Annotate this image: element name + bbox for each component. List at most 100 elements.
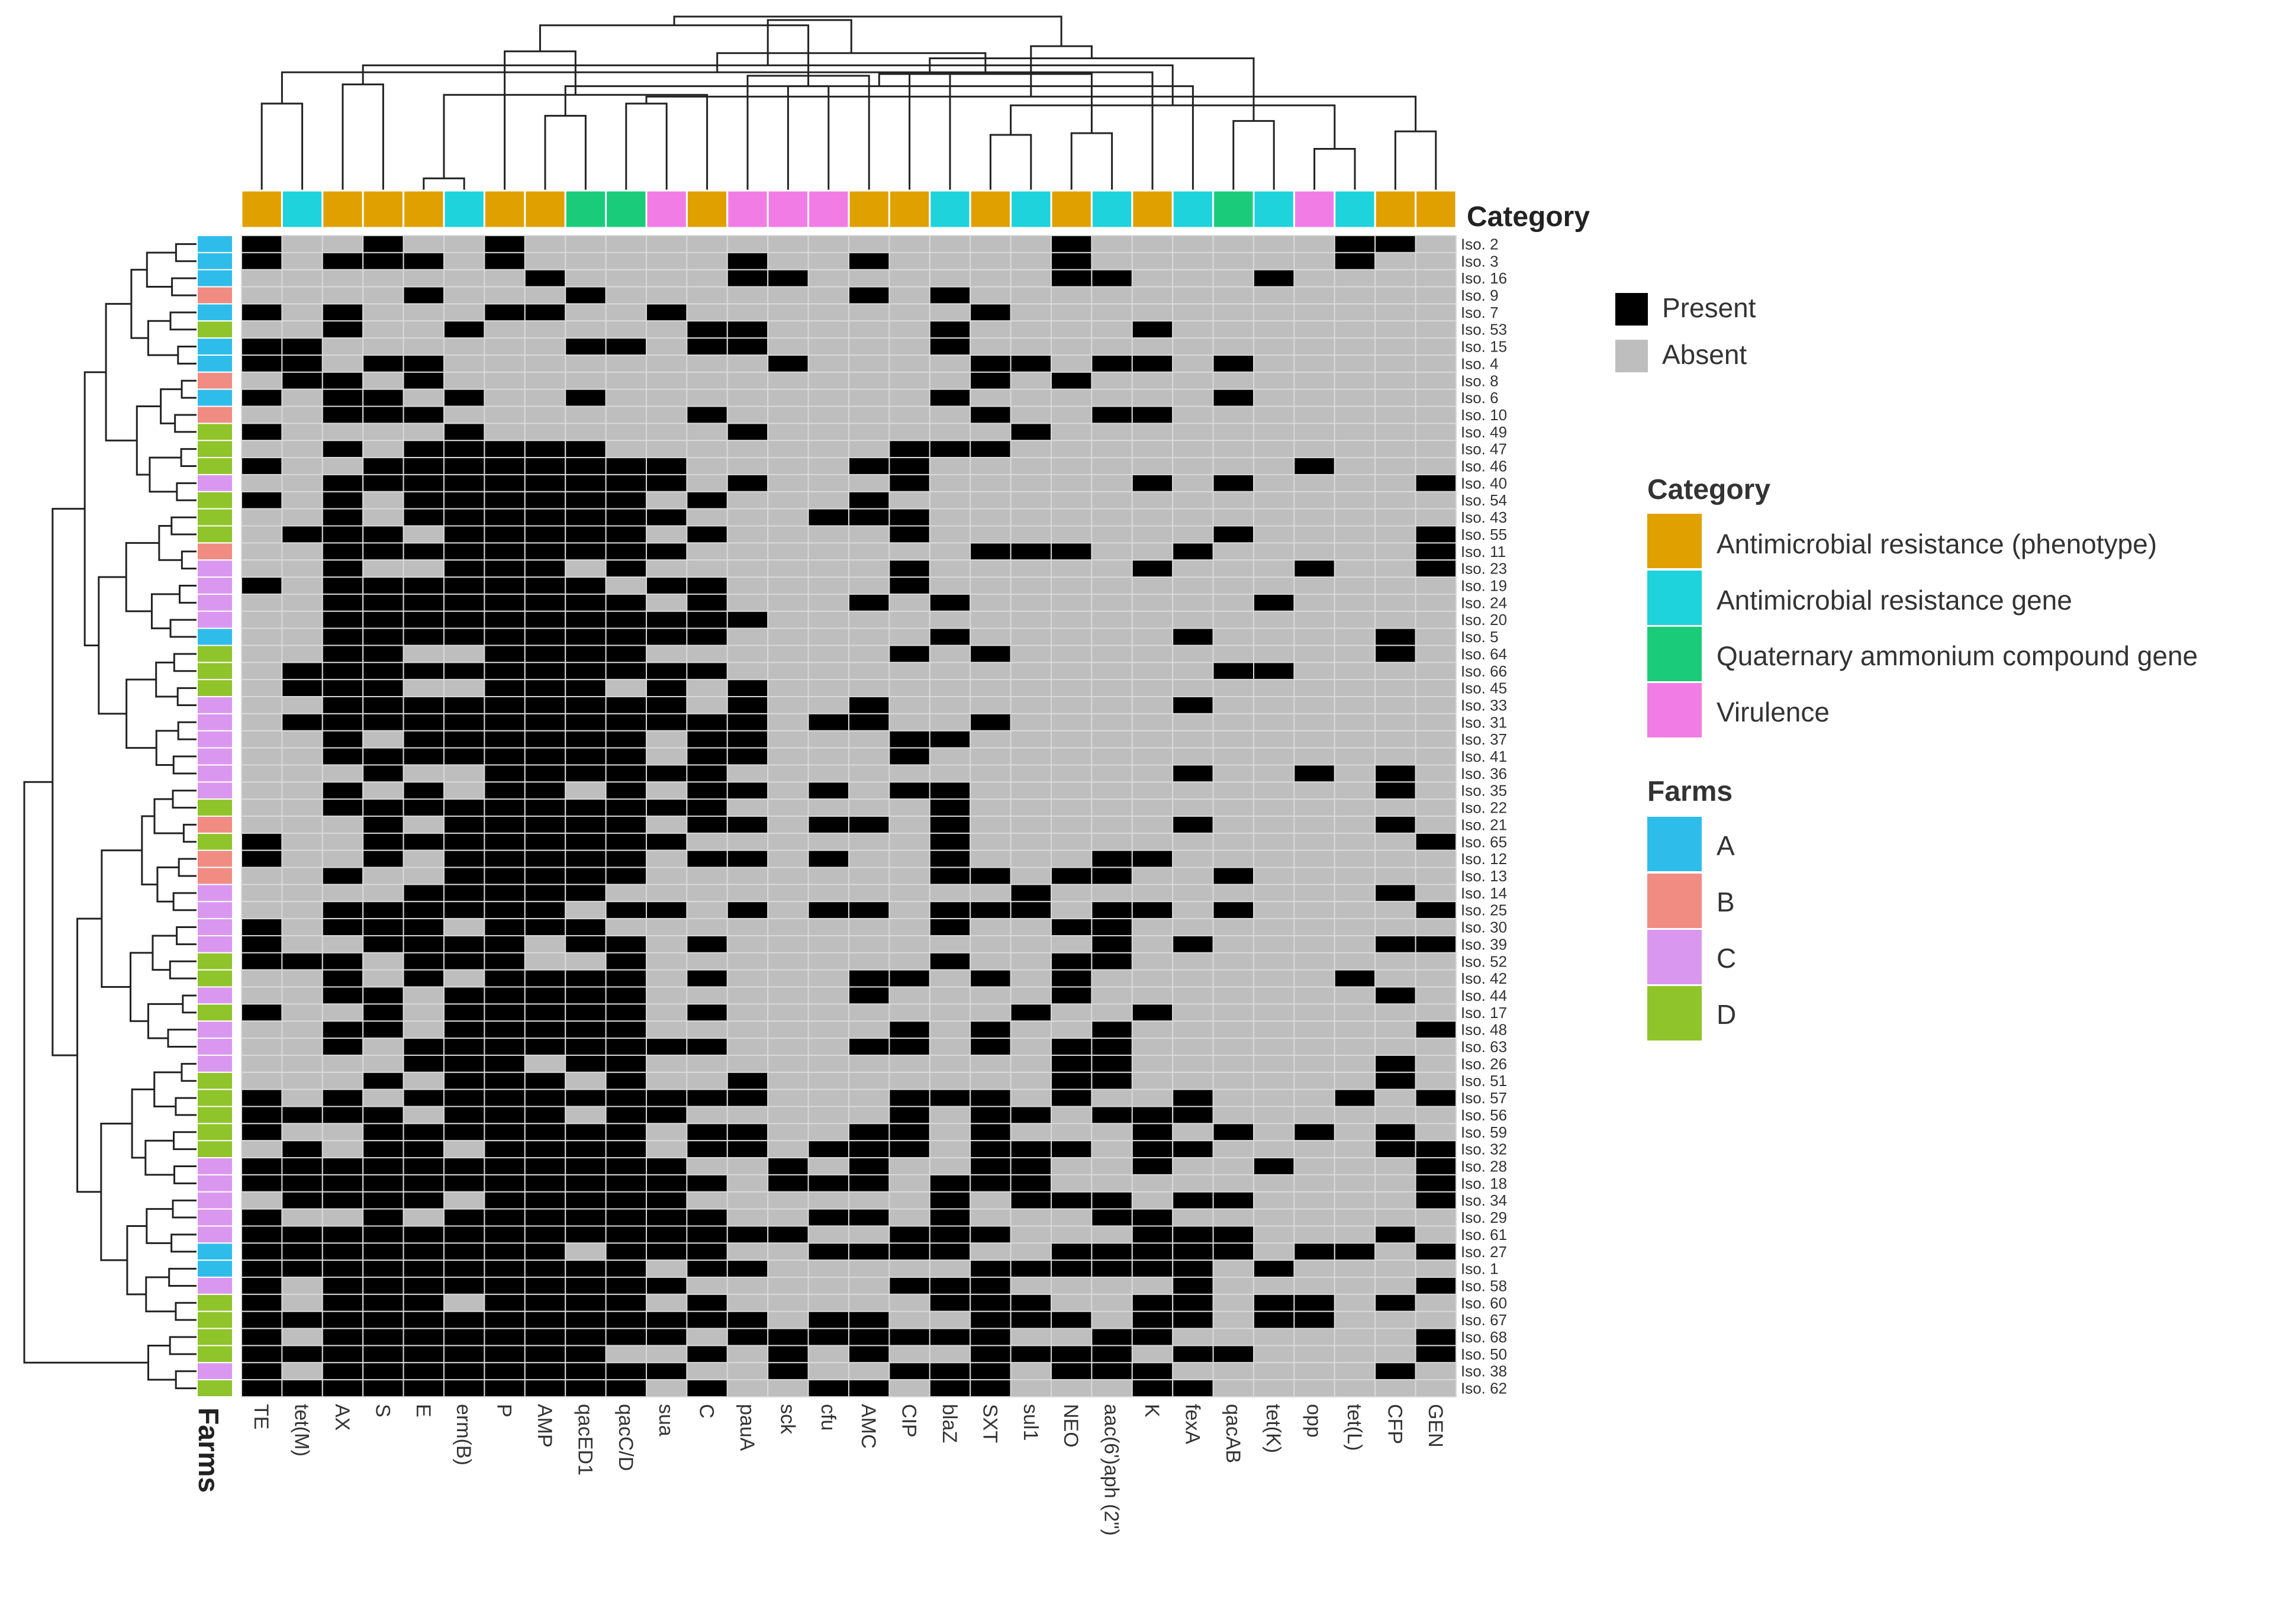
- heatmap-cell: [524, 371, 566, 390]
- heatmap-cell: [281, 1191, 323, 1210]
- heatmap-cell: [970, 1225, 1012, 1244]
- heatmap-cell: [241, 645, 283, 663]
- heatmap-cell: [402, 1174, 445, 1193]
- heatmap-cell: [970, 662, 1012, 681]
- heatmap-cell: [1010, 303, 1052, 322]
- heatmap-cell: [929, 1310, 971, 1329]
- heatmap-cell: [888, 354, 930, 373]
- farm-cell: [197, 679, 233, 698]
- heatmap-cell: [402, 986, 445, 1005]
- heatmap-cell: [524, 866, 566, 885]
- heatmap-cell: [888, 473, 930, 492]
- heatmap-cell: [321, 1106, 364, 1125]
- heatmap-cell: [646, 303, 688, 322]
- heatmap-cell: [686, 1259, 728, 1278]
- heatmap-cell: [1051, 252, 1093, 270]
- heatmap-cell: [1293, 371, 1335, 390]
- heatmap-cell: [1212, 696, 1255, 714]
- heatmap-cell: [1091, 405, 1133, 424]
- heatmap-cell: [241, 1140, 283, 1159]
- heatmap-cell: [1091, 269, 1133, 288]
- heatmap-cell: [1334, 508, 1376, 527]
- heatmap-cell: [484, 1191, 526, 1210]
- heatmap-cell: [1293, 918, 1335, 936]
- heatmap-cell: [565, 1379, 607, 1397]
- heatmap-cell: [241, 627, 283, 646]
- heatmap-cell: [1415, 849, 1457, 868]
- heatmap-cell: [767, 354, 809, 373]
- heatmap-cell: [321, 405, 364, 424]
- heatmap-cell: [524, 508, 566, 527]
- heatmap-cell: [1212, 576, 1255, 595]
- heatmap-cell: [1131, 884, 1174, 903]
- heatmap-cell: [605, 816, 647, 834]
- heatmap-cell: [1253, 457, 1295, 475]
- heatmap-cell: [524, 1106, 566, 1125]
- dendrogram-branch: [141, 815, 157, 885]
- heatmap-cell: [1415, 1071, 1457, 1090]
- heatmap-cell: [524, 662, 566, 681]
- heatmap-cell: [970, 747, 1012, 766]
- heatmap-cell: [1415, 1191, 1457, 1210]
- heatmap-cell: [1131, 252, 1174, 270]
- heatmap-cell: [1091, 1259, 1133, 1278]
- heatmap-cell: [1334, 576, 1376, 595]
- heatmap-cell: [807, 816, 849, 834]
- heatmap-cell: [1212, 1328, 1255, 1346]
- heatmap-cell: [686, 832, 728, 851]
- heatmap-cell: [443, 1020, 485, 1039]
- heatmap-cell: [888, 1242, 930, 1261]
- heatmap-cell: [767, 1157, 809, 1175]
- heatmap-cell: [848, 269, 890, 288]
- heatmap-cell: [807, 576, 849, 595]
- heatmap-cell: [1051, 1191, 1093, 1210]
- heatmap-cell: [1253, 884, 1295, 903]
- heatmap-cell: [605, 1362, 647, 1381]
- heatmap-cell: [646, 610, 688, 629]
- heatmap-cell: [605, 1054, 647, 1073]
- heatmap-cell: [1253, 508, 1295, 527]
- heatmap-cell: [605, 542, 647, 561]
- heatmap-cell: [1374, 764, 1416, 783]
- heatmap-cell: [281, 457, 323, 475]
- heatmap-cell: [484, 593, 526, 612]
- heatmap-cell: [1334, 337, 1376, 356]
- heatmap-cell: [1212, 1123, 1255, 1142]
- heatmap-cell: [848, 969, 890, 988]
- heatmap-cell: [241, 884, 283, 903]
- heatmap-cell: [929, 1328, 971, 1346]
- heatmap-cell: [726, 1277, 769, 1295]
- farm-cell: [197, 576, 233, 595]
- heatmap-cell: [646, 1310, 688, 1329]
- farm-cell: [197, 610, 233, 629]
- heatmap-cell: [484, 320, 526, 339]
- heatmap-cell: [807, 610, 849, 629]
- heatmap-cell: [1253, 935, 1295, 953]
- heatmap-cell: [524, 764, 566, 783]
- heatmap-cell: [1131, 610, 1174, 629]
- heatmap-cell: [686, 1106, 728, 1125]
- heatmap-cell: [1253, 423, 1295, 442]
- heatmap-cell: [362, 918, 404, 936]
- heatmap-cell: [767, 457, 809, 475]
- heatmap-cell: [1091, 918, 1133, 936]
- heatmap-cell: [241, 935, 283, 953]
- heatmap-cell: [888, 816, 930, 834]
- heatmap-cell: [848, 1345, 890, 1364]
- category-cell: [362, 189, 405, 229]
- heatmap-cell: [848, 1225, 890, 1244]
- heatmap-cell: [1415, 798, 1457, 817]
- heatmap-cell: [402, 918, 445, 936]
- heatmap-cell: [565, 593, 607, 612]
- row-label: Iso. 5: [1461, 628, 1499, 646]
- heatmap-cell: [443, 1225, 485, 1244]
- heatmap-cell: [888, 849, 930, 868]
- heatmap-cell: [565, 252, 607, 270]
- heatmap-cell: [524, 405, 566, 424]
- heatmap-cell: [281, 252, 323, 270]
- heatmap-cell: [1172, 662, 1214, 681]
- heatmap-cell: [1253, 849, 1295, 868]
- heatmap-cell: [1010, 320, 1052, 339]
- heatmap-cell: [970, 457, 1012, 475]
- heatmap-cell: [241, 1362, 283, 1381]
